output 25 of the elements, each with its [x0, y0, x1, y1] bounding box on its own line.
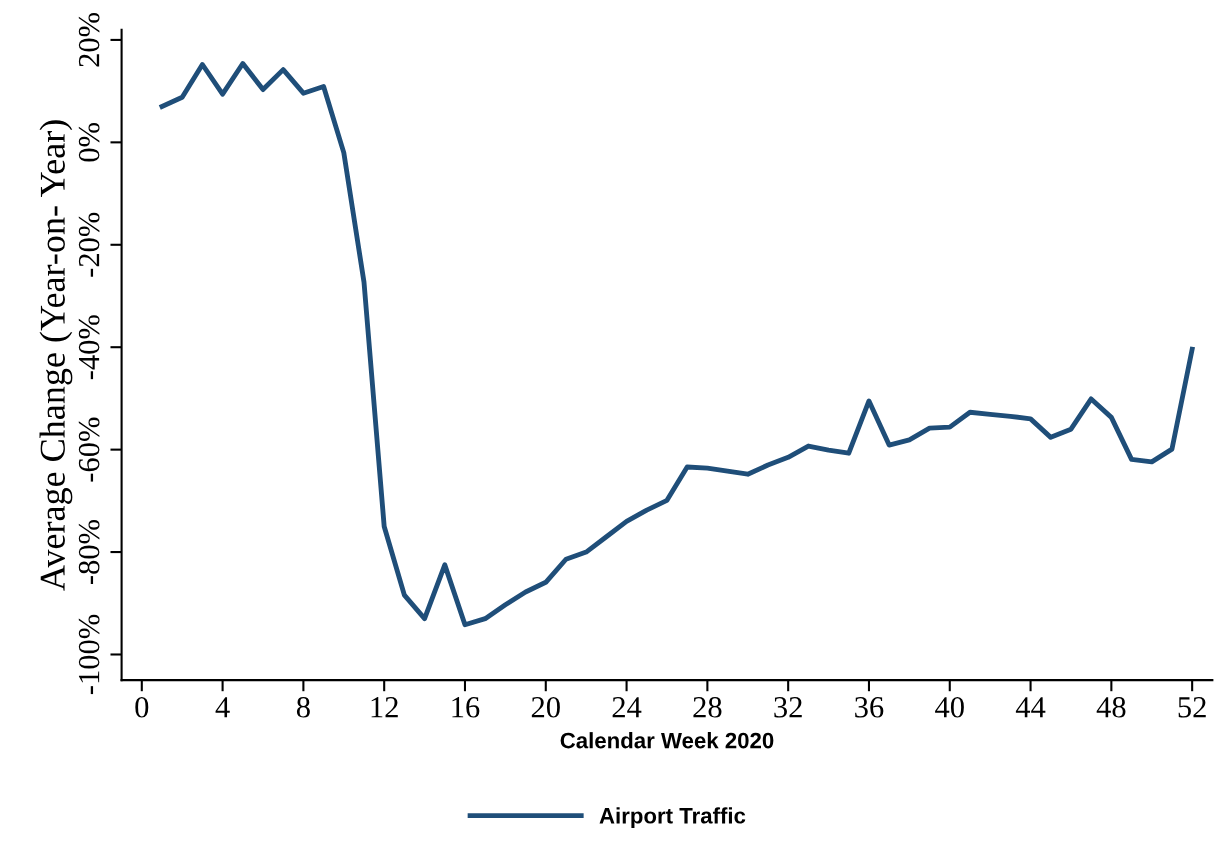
y-axis-title: Average Change (Year-on- Year) [39, 120, 73, 591]
y-tick-label: -100% [78, 614, 100, 695]
x-axis-title: Calendar Week 2020 [560, 732, 774, 749]
x-tick-label: 12 [371, 697, 398, 718]
x-tick-label: 20 [531, 696, 560, 718]
x-tick-label: 28 [693, 696, 722, 718]
y-tick-label: -20% [78, 212, 100, 277]
y-tick-label: -60% [78, 417, 100, 482]
x-tick-label: 4 [215, 697, 230, 718]
x-tick-label: 16 [452, 697, 480, 718]
y-tick-label: 20% [78, 12, 100, 67]
y-tick-label: -40% [78, 315, 100, 380]
x-tick-label: 8 [296, 696, 310, 718]
text: Airport Traffic [599, 807, 746, 828]
y-tick-label: -80% [78, 520, 100, 585]
x-tick-label: 44 [1015, 697, 1046, 718]
x-tick-label: 48 [1096, 696, 1126, 718]
x-tick-label: 32 [774, 697, 802, 718]
line-series [159, 61, 1195, 628]
x-tick-label: 24 [612, 697, 642, 718]
x-tick-label: 52 [1178, 697, 1206, 718]
y-tick-label: 0% [78, 123, 100, 162]
x-tick-label: 36 [855, 697, 884, 718]
x-tick-label: 40 [935, 696, 964, 718]
x-tick-label: 0 [135, 696, 149, 718]
